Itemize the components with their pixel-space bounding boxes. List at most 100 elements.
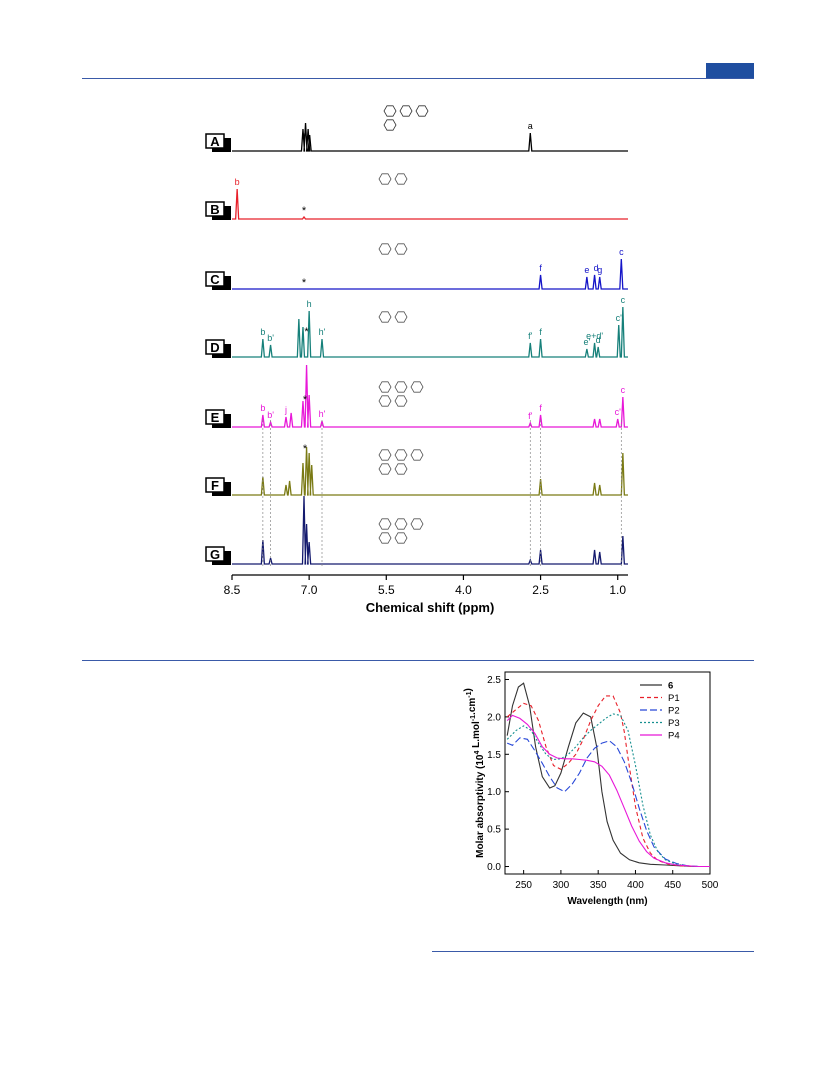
- y-tick-label: 0.5: [487, 825, 501, 836]
- legend-label: P2: [668, 706, 680, 717]
- y-tick-label: 0.0: [487, 862, 501, 873]
- header-rule: [82, 78, 754, 79]
- legend-label: P1: [668, 693, 680, 704]
- benzene-ring: [378, 395, 392, 407]
- spectrum-label-box: [205, 271, 225, 287]
- spectrum-label: E: [211, 410, 220, 425]
- solvent-asterisk: *: [302, 132, 307, 144]
- nmr-spectrum-F: F: [205, 446, 628, 496]
- spectrum-label: D: [210, 340, 219, 355]
- y-tick-label: 2.0: [487, 712, 501, 723]
- nmr-spectrum-A: Aa: [205, 105, 628, 152]
- solvent-asterisk: *: [302, 277, 307, 289]
- benzene-ring: [415, 105, 429, 117]
- structure-drawing: [378, 518, 424, 544]
- peak-label: c: [621, 385, 626, 395]
- spectrum-label: G: [210, 547, 220, 562]
- peak-label: b: [235, 177, 240, 187]
- benzene-ring: [394, 311, 408, 323]
- benzene-ring: [394, 243, 408, 255]
- y-label-superscript: -1: [470, 715, 477, 721]
- peak-label: f': [528, 331, 533, 341]
- x-tick-label: 8.5: [224, 583, 241, 597]
- series-line-P2: [506, 737, 710, 868]
- benzene-ring: [383, 119, 397, 131]
- benzene-ring: [378, 518, 392, 530]
- peak-label: c: [619, 247, 624, 257]
- benzene-ring: [378, 243, 392, 255]
- nmr-spectrum-G: G: [205, 495, 628, 565]
- solvent-asterisk: *: [304, 326, 309, 338]
- header-tab: [706, 63, 754, 78]
- spectrum-label-box: [205, 339, 225, 355]
- x-tick-label: 5.5: [378, 583, 395, 597]
- peak-label: g: [597, 265, 602, 275]
- peak-label: h': [319, 409, 326, 419]
- peak-label: b: [260, 327, 265, 337]
- structure-drawing: [378, 449, 424, 475]
- benzene-ring: [394, 463, 408, 475]
- peak-label: d: [596, 335, 601, 345]
- y-tick-label: 1.0: [487, 787, 501, 798]
- structure-drawing: [378, 381, 424, 407]
- peak-label: j: [284, 405, 287, 415]
- peak-label: f: [539, 263, 542, 273]
- spectrum-trace: [232, 446, 628, 496]
- peak-label: a: [528, 121, 533, 131]
- series-line-6: [506, 682, 710, 868]
- benzene-ring: [410, 518, 424, 530]
- peak-label: f: [539, 327, 542, 337]
- spectrum-trace: [232, 258, 628, 290]
- spectrum-label-box: [205, 409, 225, 425]
- benzene-ring: [410, 449, 424, 461]
- benzene-ring: [378, 381, 392, 393]
- series-line-P4: [506, 714, 710, 868]
- benzene-ring: [378, 311, 392, 323]
- spectrum-trace: [232, 188, 628, 220]
- y-tick-label: 1.5: [487, 750, 501, 761]
- x-tick-label: 4.0: [455, 583, 472, 597]
- spectrum-label-box: [205, 477, 225, 493]
- peak-label: b': [267, 333, 274, 343]
- y-label-superscript: 4: [474, 751, 481, 755]
- peak-label: e: [584, 265, 589, 275]
- nmr-spectrum-D: Dbb' h h' f' f e'e+d'd c' c: [205, 295, 628, 358]
- benzene-ring: [399, 105, 413, 117]
- section-rule-bottom: [432, 951, 754, 952]
- legend-label: P4: [668, 731, 680, 742]
- peak-label: f': [528, 411, 533, 421]
- peak-label: c': [616, 313, 623, 323]
- nmr-spectrum-B: Bb: [205, 173, 628, 220]
- y-axis-label: Molar absorptivity (104 L.mol-1.cm-1): [463, 688, 486, 858]
- peak-label: d: [594, 263, 599, 273]
- legend-label: P3: [668, 718, 680, 729]
- y-tick-label: 2.5: [487, 675, 501, 686]
- peak-label: b': [267, 410, 274, 420]
- benzene-ring: [394, 532, 408, 544]
- peak-label: e': [583, 337, 590, 347]
- y-label-text: .cm: [467, 698, 478, 715]
- benzene-ring: [394, 173, 408, 185]
- x-tick-label: 250: [515, 880, 532, 891]
- structure-drawing: [378, 243, 408, 255]
- peak-label: f: [539, 403, 542, 413]
- x-tick-label: 400: [627, 880, 644, 891]
- structure-drawing: [378, 311, 408, 323]
- spectrum-label: F: [211, 478, 219, 493]
- spectrum-label: B: [210, 202, 219, 217]
- x-tick-label: 1.0: [609, 583, 626, 597]
- solvent-asterisk: *: [302, 205, 307, 217]
- spectrum-trace: [232, 306, 628, 358]
- benzene-ring: [383, 105, 397, 117]
- spectrum-label-box: [205, 546, 225, 562]
- x-tick-label: 500: [702, 880, 719, 891]
- solvent-asterisk: *: [303, 443, 308, 455]
- x-tick-label: 7.0: [301, 583, 318, 597]
- x-axis-label: Wavelength (nm): [567, 896, 647, 907]
- benzene-ring: [378, 463, 392, 475]
- solvent-asterisk: *: [303, 394, 308, 406]
- peak-label: c': [615, 407, 622, 417]
- legend-label: 6: [668, 681, 673, 692]
